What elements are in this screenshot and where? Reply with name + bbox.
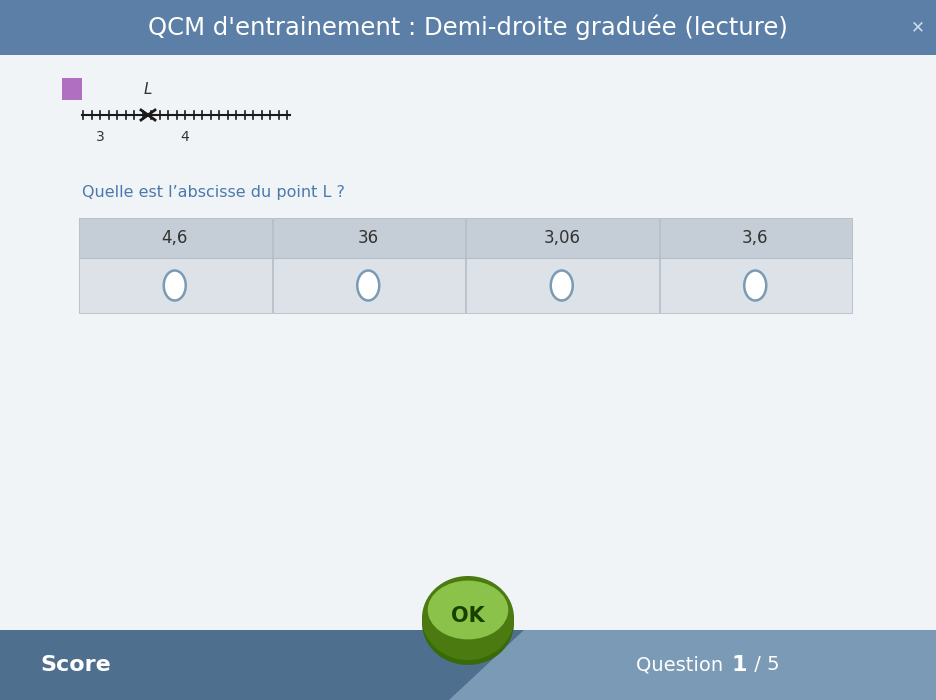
Text: L: L bbox=[144, 82, 153, 97]
Ellipse shape bbox=[164, 270, 185, 300]
Text: QCM d'entrainement : Demi-droite graduée (lecture): QCM d'entrainement : Demi-droite graduée… bbox=[148, 15, 788, 40]
Ellipse shape bbox=[428, 580, 508, 639]
Ellipse shape bbox=[744, 270, 767, 300]
Ellipse shape bbox=[358, 270, 379, 300]
Text: ✕: ✕ bbox=[911, 18, 925, 36]
Ellipse shape bbox=[422, 576, 514, 660]
Text: 1: 1 bbox=[731, 655, 747, 675]
Text: 4: 4 bbox=[181, 130, 189, 144]
FancyBboxPatch shape bbox=[79, 218, 271, 258]
FancyBboxPatch shape bbox=[272, 218, 465, 258]
Text: Quelle est l’abscisse du point L ?: Quelle est l’abscisse du point L ? bbox=[82, 186, 344, 200]
Polygon shape bbox=[449, 630, 936, 700]
FancyBboxPatch shape bbox=[660, 218, 852, 258]
Text: 36: 36 bbox=[358, 229, 379, 247]
Text: Score: Score bbox=[40, 655, 110, 675]
Text: OK: OK bbox=[451, 606, 485, 626]
Text: 3,6: 3,6 bbox=[742, 229, 768, 247]
Text: 4,6: 4,6 bbox=[162, 229, 188, 247]
Text: 3: 3 bbox=[95, 130, 105, 144]
FancyBboxPatch shape bbox=[466, 258, 659, 313]
FancyBboxPatch shape bbox=[0, 630, 543, 700]
FancyBboxPatch shape bbox=[272, 258, 465, 313]
FancyBboxPatch shape bbox=[62, 78, 82, 100]
Ellipse shape bbox=[550, 270, 573, 300]
Text: 3,06: 3,06 bbox=[543, 229, 580, 247]
FancyBboxPatch shape bbox=[466, 218, 659, 258]
FancyBboxPatch shape bbox=[79, 258, 271, 313]
Ellipse shape bbox=[422, 581, 514, 665]
Text: Question: Question bbox=[636, 655, 730, 675]
Text: / 5: / 5 bbox=[749, 655, 780, 675]
FancyBboxPatch shape bbox=[660, 258, 852, 313]
FancyBboxPatch shape bbox=[0, 0, 936, 55]
